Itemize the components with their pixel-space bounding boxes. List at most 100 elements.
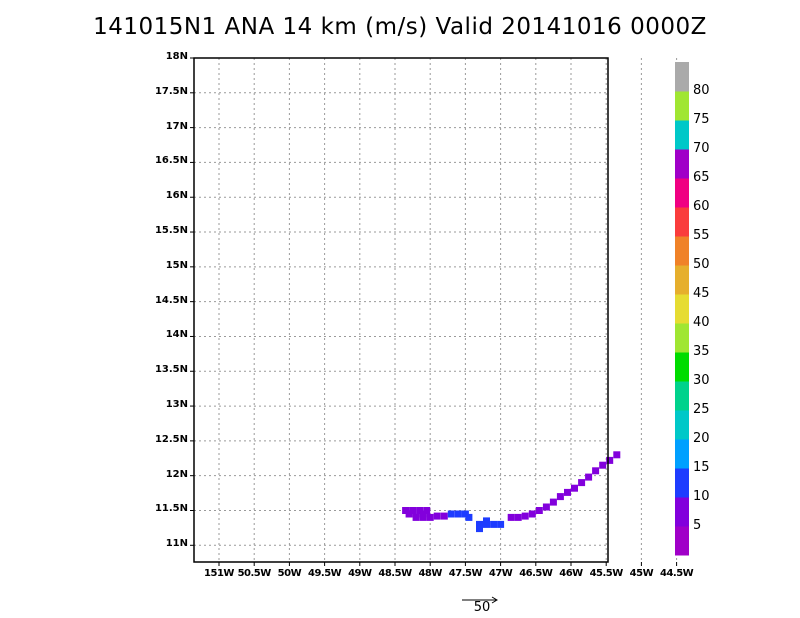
wind-speed-cell — [535, 507, 543, 514]
lon-tick-label: 45W — [629, 568, 654, 579]
wind-speed-cell — [507, 513, 515, 521]
wind-speed-cell — [599, 461, 607, 469]
colorbar-label: 60 — [693, 199, 710, 214]
wind-speed-cell — [606, 456, 614, 464]
colorbar-label: 65 — [693, 170, 710, 185]
lon-tick-label: 47.5W — [448, 568, 483, 579]
lon-tick-label: 49W — [348, 568, 372, 579]
wind-speed-cell — [585, 473, 593, 481]
lat-tick-label: 14.5N — [154, 294, 188, 306]
colorbar-swatch — [675, 468, 689, 498]
wind-speed-cell — [578, 479, 586, 487]
wind-speed-cell — [549, 498, 557, 506]
colorbar-label: 50 — [693, 257, 710, 272]
lon-tick-label: 47W — [488, 568, 513, 579]
axis-ticks — [190, 57, 678, 566]
lon-tick-label: 50.5W — [237, 568, 272, 579]
colorbar-label: 20 — [693, 431, 710, 446]
wind-speed-cell — [476, 520, 483, 528]
colorbar-swatch — [675, 62, 689, 92]
colorbar-label: 40 — [693, 315, 710, 330]
lat-tick-label: 17.5N — [154, 85, 188, 97]
lon-tick-label: 49.5W — [307, 568, 342, 579]
wind-speed-cell — [405, 510, 413, 518]
wind-speed-cell — [433, 512, 441, 520]
wind-speed-cell — [412, 513, 420, 521]
reference-vector-head — [491, 596, 498, 604]
chart-title: 141015N1 ANA 14 km (m/s) Valid 20141016 … — [93, 14, 707, 40]
wind-speed-cell — [416, 507, 424, 514]
colorbar-swatch — [675, 526, 689, 556]
wind-speed-cell — [497, 520, 505, 528]
lat-tick-label: 16.5N — [154, 155, 188, 167]
wind-speed-cell — [514, 513, 522, 521]
lat-tick-label: 13N — [165, 399, 188, 411]
colorbar-swatch — [675, 410, 689, 440]
lon-tick-label: 46.5W — [519, 568, 553, 579]
reference-vector — [462, 596, 498, 604]
colorbar-label: 80 — [693, 83, 710, 98]
colorbar-swatch — [675, 265, 689, 295]
colorbar-swatch — [675, 91, 689, 121]
colorbar-swatch — [675, 352, 689, 382]
colorbar-swatch — [675, 323, 689, 353]
colorbar-swatch — [675, 497, 689, 527]
lon-tick-label: 44.5W — [659, 568, 694, 579]
wind-speed-cell — [476, 525, 483, 533]
reference-vector-label: 50 — [473, 600, 491, 615]
wind-speed-field — [402, 451, 621, 533]
wind-speed-cell — [613, 451, 621, 459]
lat-tick-label: 16N — [165, 190, 188, 202]
colorbar-label: 10 — [693, 489, 710, 504]
lat-tick-label: 12.5N — [154, 433, 188, 445]
colorbar-label: 35 — [693, 344, 710, 359]
colorbar-swatch — [675, 207, 689, 237]
colorbar-swatch — [675, 439, 689, 469]
lon-tick-label: 48.5W — [378, 568, 412, 579]
lon-tick-label: 151W — [204, 568, 234, 579]
wind-speed-cell — [564, 488, 571, 496]
wind-speed-cell — [528, 510, 536, 518]
wind-speed-cell — [592, 467, 600, 475]
colorbar-swatch — [675, 236, 689, 266]
lat-tick-label: 15N — [165, 259, 188, 271]
lat-tick-label: 11N — [165, 538, 188, 550]
colorbar-swatch — [675, 294, 689, 324]
wind-speed-cell — [483, 517, 490, 525]
lat-tick-label: 18N — [165, 51, 188, 62]
wind-speed-cell — [454, 510, 462, 518]
wind-speed-cell — [521, 512, 529, 520]
colorbar-swatch — [675, 149, 689, 179]
colorbar-label: 70 — [693, 141, 710, 156]
wind-speed-cell — [490, 520, 498, 528]
colorbar-label: 15 — [693, 460, 710, 475]
colorbar-label: 75 — [693, 112, 710, 127]
lat-tick-label: 15.5N — [154, 225, 188, 237]
colorbar-swatch — [675, 381, 689, 411]
colorbar-swatch — [675, 178, 689, 208]
colorbar-label: 5 — [693, 518, 702, 533]
colorbar — [675, 62, 689, 556]
colorbar-swatch — [675, 120, 689, 150]
lon-tick-label: 48W — [418, 568, 442, 579]
lat-tick-label: 14N — [165, 329, 188, 341]
lat-lon-grid — [194, 58, 678, 562]
colorbar-label: 55 — [693, 228, 710, 243]
wind-speed-cell — [465, 513, 473, 521]
wind-speed-cell — [556, 493, 564, 501]
wind-speed-cell — [447, 510, 455, 518]
lat-tick-label: 12N — [165, 468, 188, 480]
wind-speed-cell — [440, 512, 448, 520]
lon-tick-label: 50W — [277, 568, 302, 579]
wind-speed-cell — [426, 513, 434, 521]
lon-tick-label: 46W — [559, 568, 583, 579]
lat-tick-label: 13.5N — [154, 364, 188, 376]
wind-speed-cell — [571, 484, 578, 492]
colorbar-label: 25 — [693, 402, 710, 417]
lon-tick-label: 45.5W — [589, 568, 624, 579]
wind-speed-cell — [419, 513, 427, 521]
colorbar-label: 30 — [693, 373, 710, 388]
colorbar-label: 45 — [693, 286, 710, 301]
lat-tick-label: 17N — [165, 120, 188, 132]
